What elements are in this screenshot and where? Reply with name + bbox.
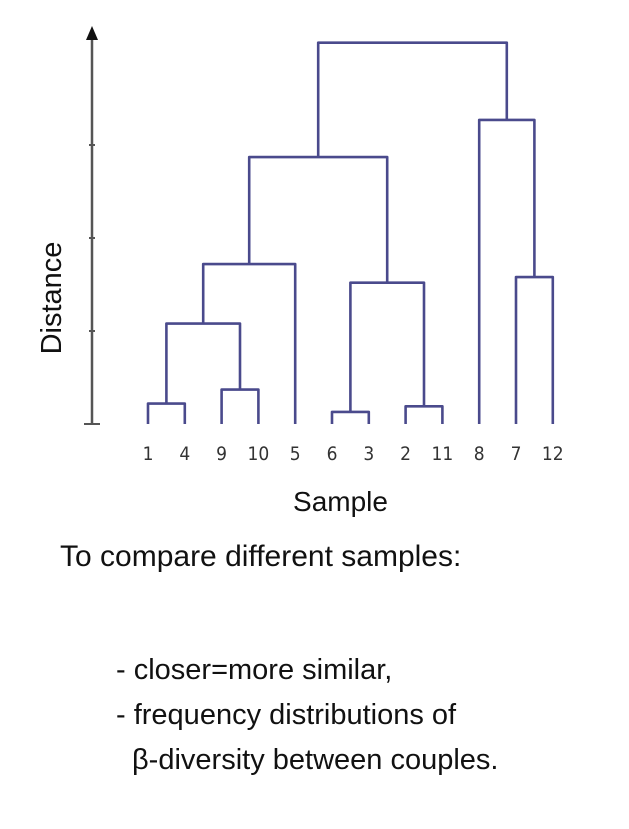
dendrogram-link [514,275,555,424]
y-axis-label: Distance [36,241,68,355]
dendrogram-link [316,41,509,158]
bullet-item: β-diversity between couples. [132,744,499,776]
leaf-label: 3 [363,443,374,465]
dendrogram-link [477,118,536,424]
y-axis-label-container: Distance [36,242,76,355]
bullet-item: - closer=more similar, [116,654,393,686]
y-axis [84,26,100,425]
leaf-label: 4 [179,443,190,465]
leaf-label: 11 [432,443,454,465]
dendrogram-link [349,281,426,412]
dendrogram-link [201,262,297,424]
dendrogram-link [404,405,444,424]
leaf-label: 2 [400,443,411,465]
leaf-label: 1 [143,443,154,465]
dendrogram-link [146,402,187,424]
bullet-list: - closer=more similar, - frequency distr… [116,648,498,783]
dendrogram-link [220,388,260,424]
leaf-label: 7 [511,443,522,465]
leaf-labels: 1 4 9 10 5 6 3 2 11 8 7 12 [143,443,564,465]
dendrogram-link [330,410,371,424]
y-axis-arrow-icon [86,26,98,40]
leaf-label: 8 [474,443,485,465]
dendrogram-chart: 1 4 9 10 5 6 3 2 11 8 7 12 [84,26,564,465]
leaf-label: 12 [542,443,564,465]
leaf-label: 6 [327,443,338,465]
caption: To compare different samples: [60,540,462,573]
leaf-label: 9 [216,443,227,465]
leaf-label: 10 [248,443,270,465]
x-axis-label: Sample [293,486,388,517]
dendrogram-link [165,322,242,404]
bullet-item: - frequency distributions of [116,699,457,731]
dendrogram-links [146,41,555,424]
leaf-label: 5 [290,443,301,465]
